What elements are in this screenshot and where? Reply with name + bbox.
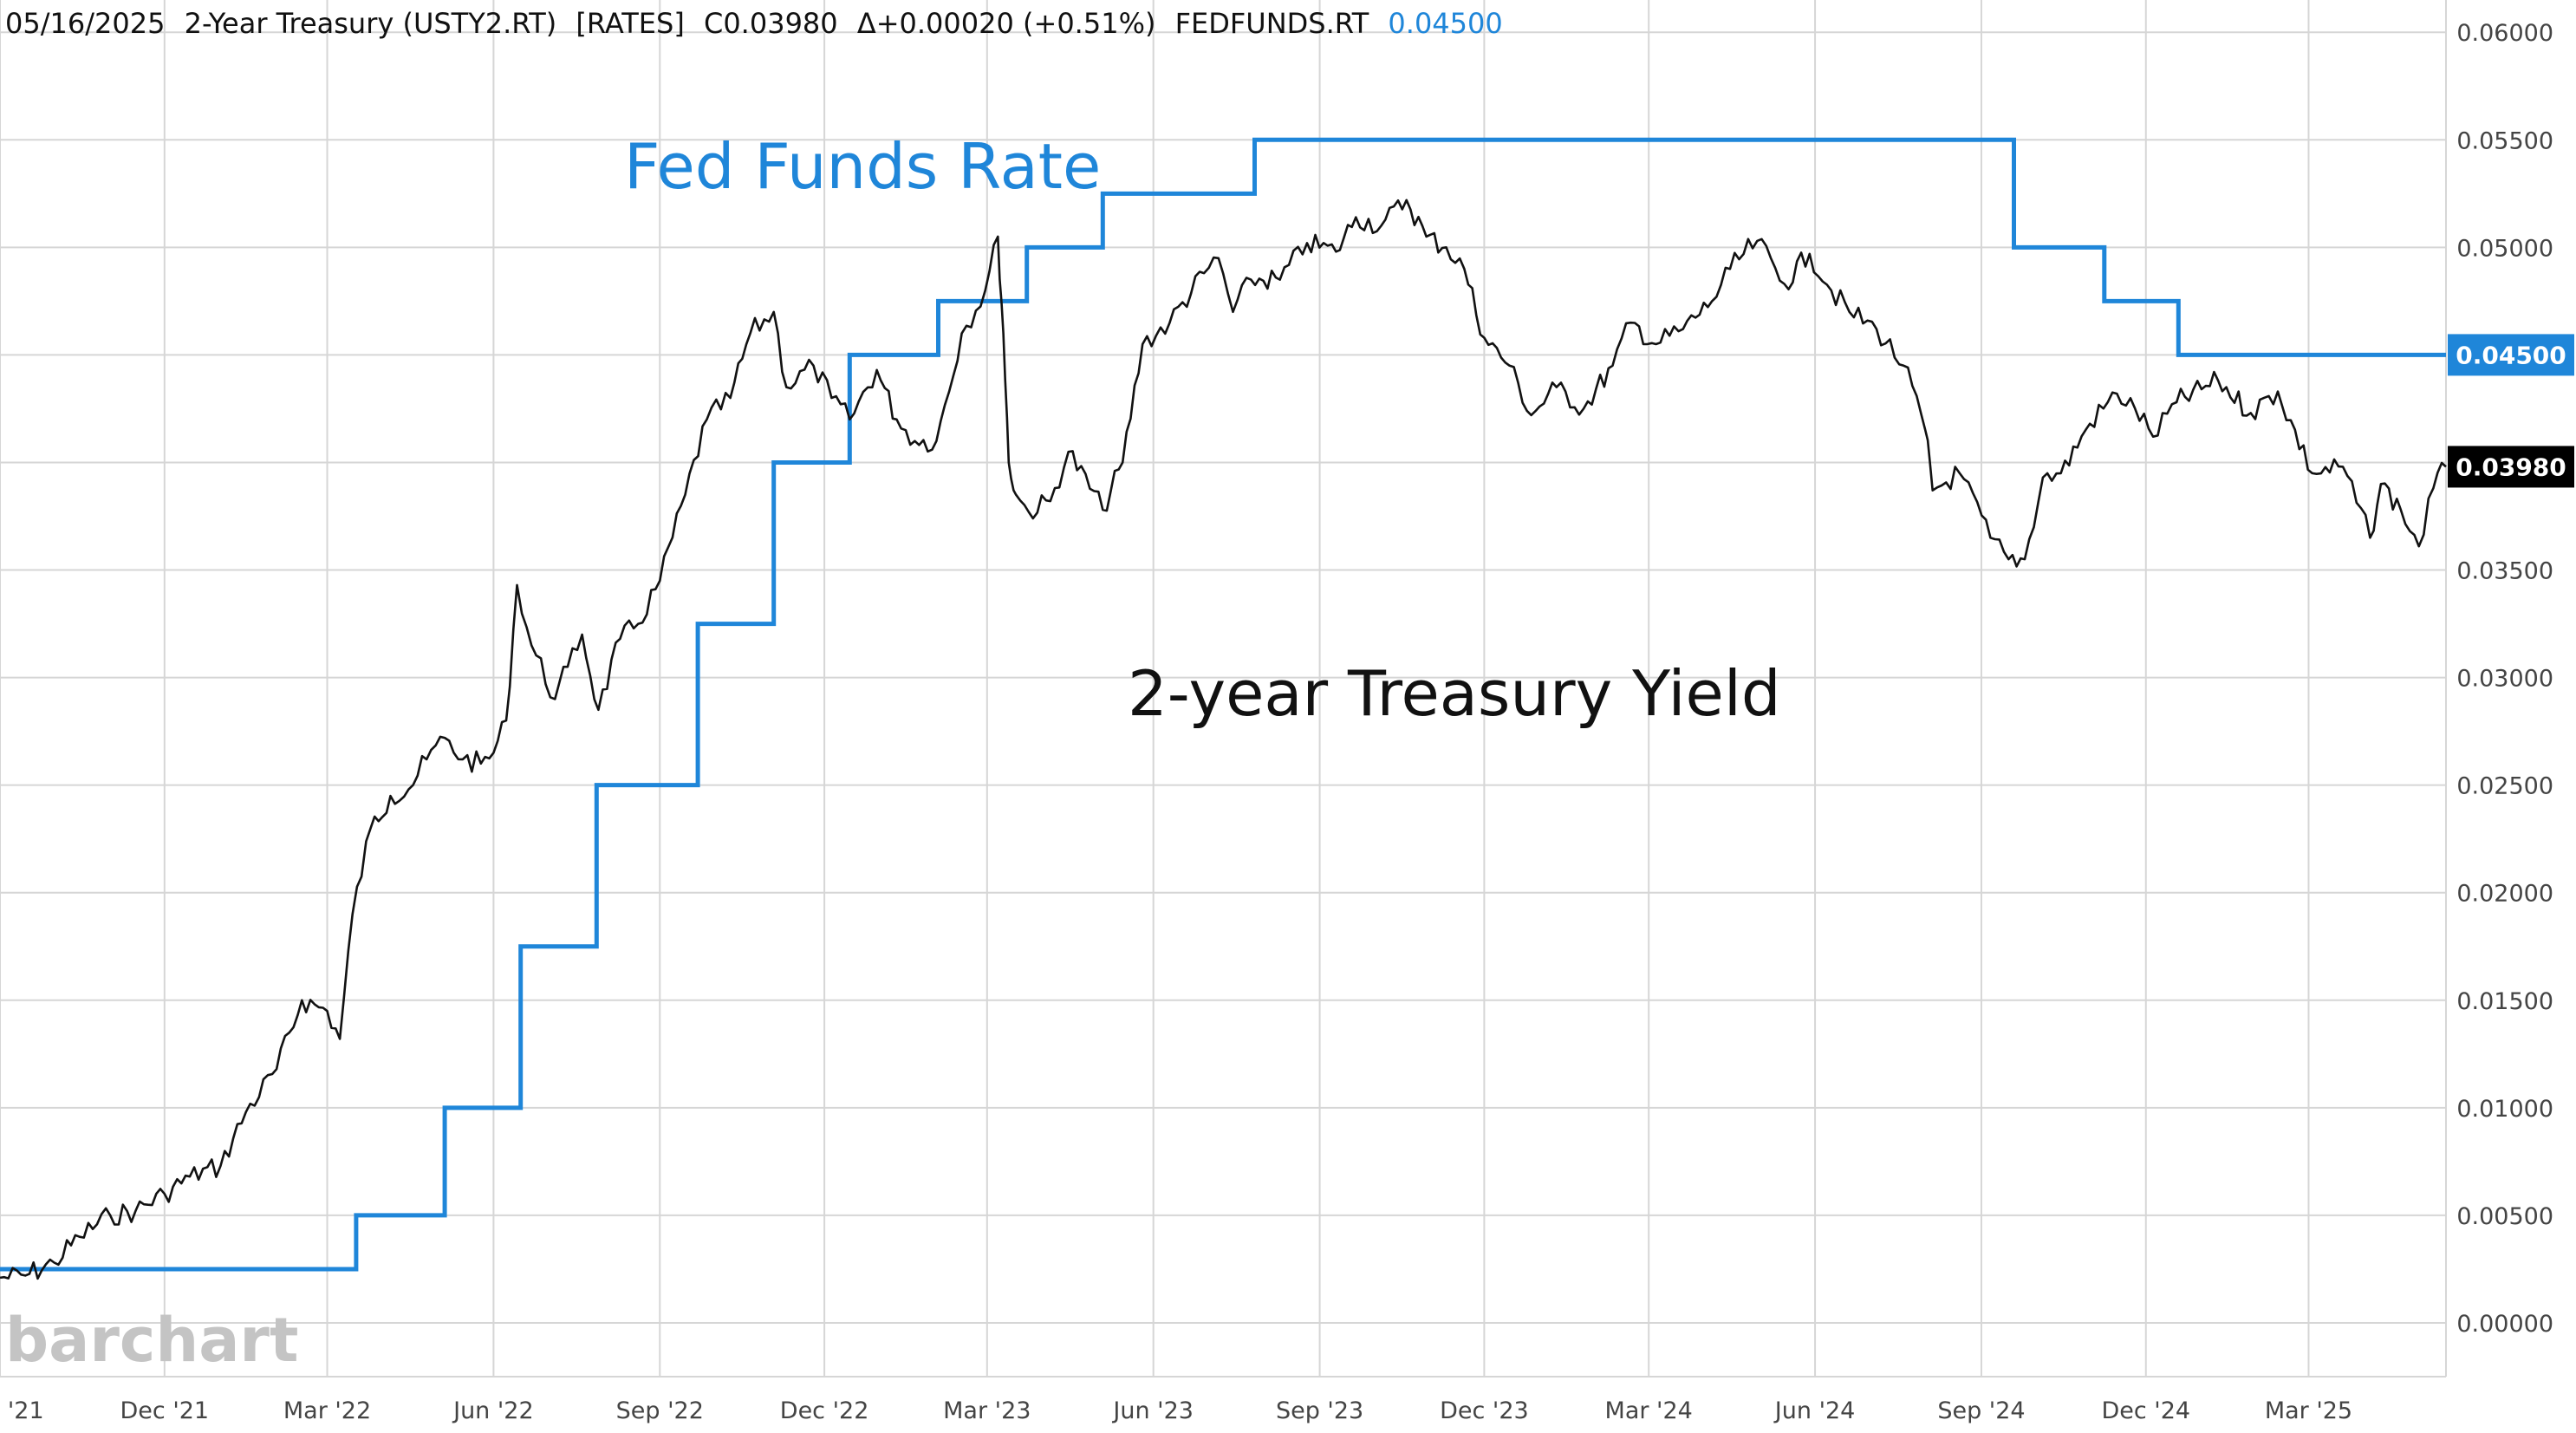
x-tick-label: Mar '25 xyxy=(2265,1397,2352,1424)
x-tick-label: Dec '24 xyxy=(2101,1397,2190,1424)
header-close: C0.03980 xyxy=(704,7,838,40)
y-tick-label: 0.05500 xyxy=(2456,127,2553,154)
grid-layer xyxy=(0,0,2447,1378)
y-tick-label: 0.01000 xyxy=(2456,1096,2553,1123)
x-tick-label: Jun '22 xyxy=(452,1397,534,1424)
x-tick-label: Dec '22 xyxy=(780,1397,869,1424)
x-tick-label: Jun '23 xyxy=(1111,1397,1194,1424)
x-tick-label: Sep '21 xyxy=(0,1397,44,1424)
treasury-annotation: 2-year Treasury Yield xyxy=(1128,657,1781,730)
header-change: Δ+0.00020 (+0.51%) xyxy=(857,7,1156,40)
y-axis-ticks: 0.00000 0.00500 0.01000 0.01500 0.02000 0.025… xyxy=(2456,20,2553,1338)
x-tick-label: Mar '24 xyxy=(1605,1397,1693,1424)
header-date: 05/16/2025 xyxy=(5,7,165,40)
treasury-last-value: 0.03980 xyxy=(2456,453,2566,481)
barchart-watermark: barchart xyxy=(5,1305,298,1376)
header-compare-symbol: FEDFUNDS.RT xyxy=(1175,7,1369,40)
header-instrument: 2-Year Treasury (USTY2.RT) xyxy=(185,7,557,40)
x-tick-label: Dec '21 xyxy=(120,1397,209,1424)
treasury-last-value-badge xyxy=(2448,446,2574,488)
y-tick-label: 0.00000 xyxy=(2456,1311,2553,1338)
chart-header: 05/16/2025 2-Year Treasury (USTY2.RT) [R… xyxy=(5,7,1503,40)
fed-funds-last-value: 0.04500 xyxy=(2456,341,2566,369)
header-compare-value: 0.04500 xyxy=(1388,7,1502,40)
x-tick-label: Sep '23 xyxy=(1276,1397,1363,1424)
y-tick-label: 0.00500 xyxy=(2456,1203,2553,1230)
x-tick-label: Mar '23 xyxy=(943,1397,1031,1424)
y-tick-label: 0.03500 xyxy=(2456,558,2553,585)
x-axis-ticks: Sep '21 Dec '21 Mar '22 Jun '22 Sep '22 Dec '… xyxy=(0,1397,2352,1424)
y-tick-label: 0.01500 xyxy=(2456,988,2553,1015)
y-tick-label: 0.03000 xyxy=(2456,666,2553,693)
fed-funds-line xyxy=(0,137,2446,1272)
y-tick-label: 0.02000 xyxy=(2456,881,2553,908)
x-tick-label: Sep '24 xyxy=(1937,1397,2025,1424)
y-tick-label: 0.05000 xyxy=(2456,235,2553,262)
x-tick-label: Mar '22 xyxy=(283,1397,371,1424)
fed-funds-last-value-badge xyxy=(2448,334,2574,376)
svg-text:05/16/2025 2-Year Trea: 05/16/2025 2-Year Treasury (USTY2.RT) [R… xyxy=(5,7,1503,40)
fed-funds-annotation: Fed Funds Rate xyxy=(624,130,1101,203)
y-tick-label: 0.02500 xyxy=(2456,773,2553,800)
x-tick-label: Dec '23 xyxy=(1440,1397,1529,1424)
x-tick-label: Jun '24 xyxy=(1773,1397,1856,1424)
treasury-yield-line xyxy=(0,199,2447,1280)
x-tick-label: Sep '22 xyxy=(616,1397,704,1424)
y-tick-label: 0.06000 xyxy=(2456,20,2553,47)
header-category: [RATES] xyxy=(576,7,684,40)
last-value-badges: 0.04500 0.03980 xyxy=(2448,334,2574,488)
